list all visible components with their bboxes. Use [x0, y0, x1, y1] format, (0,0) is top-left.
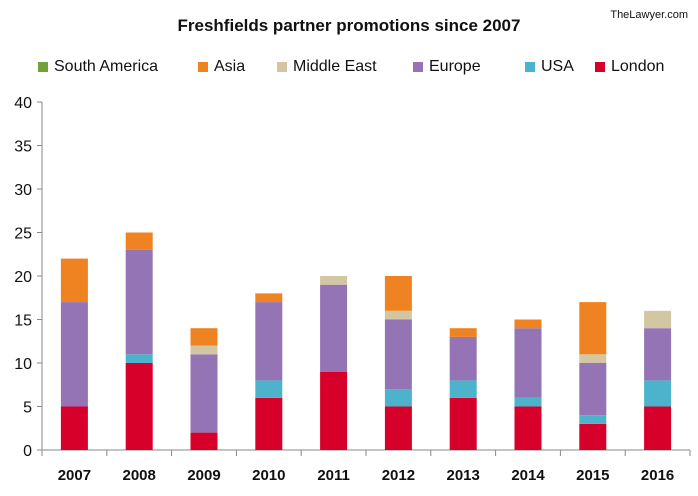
bar-asia-2014	[514, 319, 542, 329]
bar-london-2013	[449, 397, 477, 450]
bar-asia-2009	[190, 328, 218, 346]
bar-london-2014	[514, 406, 542, 450]
chart-legend: South America Asia Middle East Europe USA Lon…	[38, 58, 675, 76]
y-tick-label: 35	[14, 139, 32, 156]
bar-london-2016	[644, 406, 672, 450]
y-tick-label: 40	[14, 95, 32, 112]
bar-europe-2016	[644, 328, 672, 381]
legend-swatch	[595, 62, 605, 72]
legend-label: London	[611, 58, 665, 75]
y-tick-label: 30	[14, 182, 32, 199]
bar-europe-2007	[60, 302, 88, 407]
x-tick-label: 2008	[123, 467, 156, 484]
x-tick-label: 2015	[576, 467, 609, 484]
legend-item-usa: USA	[525, 58, 595, 76]
bar-europe-2009	[190, 354, 218, 433]
bar-usa-2008	[125, 354, 153, 363]
y-tick-label: 25	[14, 226, 32, 243]
bar-europe-2012	[384, 319, 412, 390]
x-tick-label: 2011	[317, 467, 350, 484]
bar-london-2008	[125, 363, 153, 450]
x-tick-label: 2014	[511, 467, 545, 484]
bar-london-2011	[320, 371, 348, 450]
bar-asia-2013	[449, 328, 477, 337]
legend-label: Asia	[214, 58, 246, 75]
bar-london-2007	[60, 406, 88, 450]
x-tick-label: 2012	[382, 467, 415, 484]
source-credit: TheLawyer.com	[610, 9, 688, 21]
bar-europe-2013	[449, 336, 477, 381]
bar-usa-2016	[644, 380, 672, 407]
bar-asia-2015	[579, 302, 607, 355]
bar-europe-2008	[125, 249, 153, 355]
bar-london-2015	[579, 423, 607, 450]
legend-item-middle-east: Middle East	[277, 58, 413, 76]
legend-item-london: London	[595, 58, 675, 76]
bar-middle-east-2015	[579, 354, 607, 363]
bar-europe-2015	[579, 363, 607, 416]
bar-london-2012	[384, 406, 412, 450]
legend-item-europe: Europe	[413, 58, 525, 76]
y-tick-label: 10	[14, 356, 32, 373]
legend-item-asia: Asia	[198, 58, 277, 76]
legend-label: South America	[54, 58, 159, 75]
y-tick-label: 15	[14, 313, 32, 330]
bar-europe-2010	[255, 302, 283, 381]
legend-label: USA	[541, 58, 574, 75]
x-tick-label: 2009	[187, 467, 220, 484]
legend-swatch	[38, 62, 48, 72]
x-tick-label: 2013	[447, 467, 480, 484]
bar-usa-2015	[579, 415, 607, 424]
legend-item-south-america: South America	[38, 58, 198, 76]
bar-asia-2012	[384, 276, 412, 311]
bar-london-2009	[190, 432, 218, 450]
legend-swatch	[525, 62, 535, 72]
bar-europe-2014	[514, 328, 542, 398]
bar-middle-east-2012	[384, 310, 412, 320]
bar-middle-east-2011	[320, 276, 348, 285]
bar-asia-2007	[60, 258, 88, 303]
legend-label: Middle East	[293, 58, 377, 75]
x-tick-label: 2010	[252, 467, 285, 484]
bar-usa-2014	[514, 397, 542, 407]
chart-title: Freshfields partner promotions since 200…	[177, 16, 521, 35]
bar-asia-2008	[125, 232, 153, 250]
x-tick-label: 2016	[641, 467, 674, 484]
y-tick-label: 0	[23, 443, 32, 460]
bar-middle-east-2016	[644, 310, 672, 329]
x-tick-label: 2007	[58, 467, 91, 484]
bar-usa-2010	[255, 380, 283, 398]
y-tick-label: 20	[14, 269, 32, 286]
bar-middle-east-2009	[190, 345, 218, 355]
bar-usa-2013	[449, 380, 477, 398]
bar-asia-2010	[255, 293, 283, 303]
bar-london-2010	[255, 397, 283, 450]
legend-swatch	[277, 62, 287, 72]
legend-swatch	[413, 62, 423, 72]
bar-europe-2011	[320, 284, 348, 372]
y-tick-label: 5	[23, 400, 32, 417]
bar-usa-2012	[384, 389, 412, 407]
legend-swatch	[198, 62, 208, 72]
legend-label: Europe	[429, 58, 481, 75]
